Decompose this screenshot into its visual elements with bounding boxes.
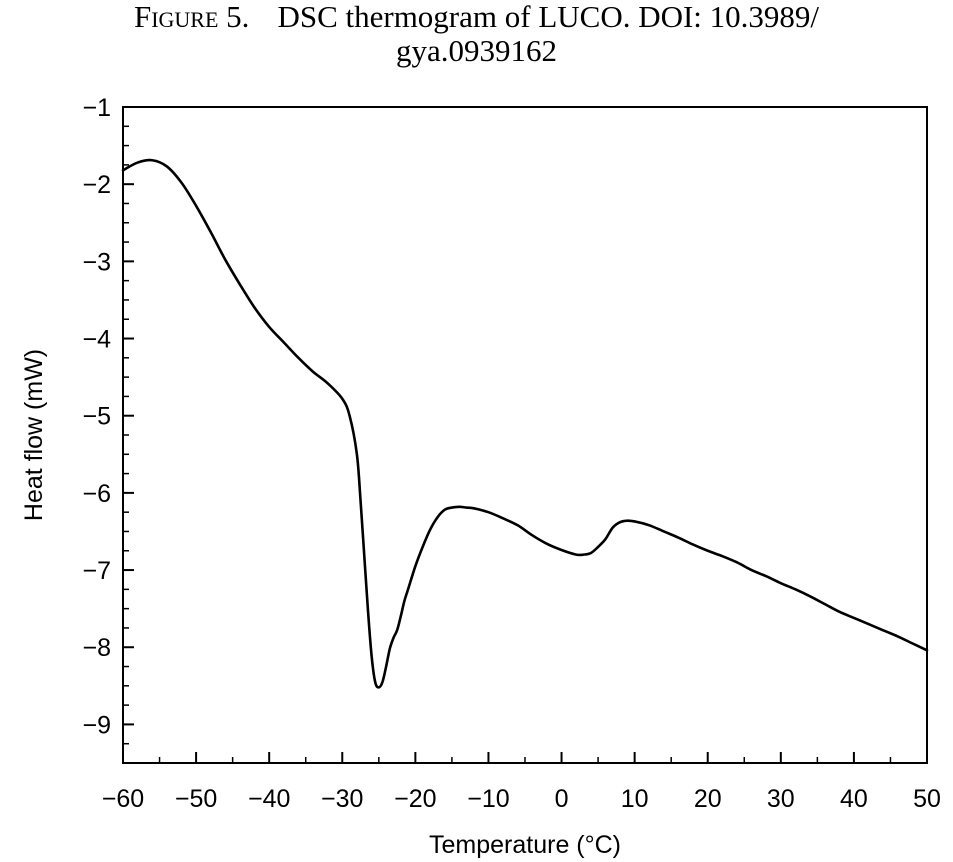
y-tick-label: −3	[82, 248, 111, 276]
y-major-ticks	[123, 106, 134, 726]
y-tick-label: −7	[82, 557, 111, 585]
y-tick-labels: −1 −2 −3 −4 −5 −6 −7 −8 −9	[82, 94, 111, 739]
plot-frame	[122, 106, 928, 764]
x-tick-label: −10	[467, 785, 509, 813]
caption-line-2: gya.0939162	[395, 33, 557, 68]
figure-caption: Figure 5. DSC thermogram of LUCO. DOI: 10…	[0, 0, 953, 68]
y-minor-ticks	[123, 125, 129, 764]
y-tick-label: −4	[82, 326, 111, 354]
caption-text: DSC thermogram of LUCO. DOI: 10.3989/	[277, 0, 820, 34]
y-axis-title: Heat flow (mW)	[20, 349, 48, 521]
heat-flow-curve	[121, 158, 929, 689]
x-tick-label: 10	[621, 785, 649, 813]
y-tick-label: −6	[82, 480, 111, 508]
x-tick-label: −20	[394, 785, 436, 813]
y-tick-label: −1	[82, 94, 111, 122]
x-tick-label: 50	[913, 785, 941, 813]
caption-line-1: Figure 5. DSC thermogram of LUCO. DOI: 10…	[0, 0, 953, 34]
x-axis-title: Temperature (°C)	[429, 831, 621, 859]
x-tick-label: 30	[767, 785, 795, 813]
y-tick-label: −9	[82, 711, 111, 739]
y-tick-label: −5	[82, 403, 111, 431]
y-tick-label: −2	[82, 171, 111, 199]
y-tick-label: −8	[82, 634, 111, 662]
figure-label: Figure 5.	[133, 0, 250, 34]
x-tick-labels: −60 −50 −40 −30 −20 −10 0 10 20 30 40 50	[102, 785, 941, 813]
x-tick-label: 0	[555, 785, 569, 813]
x-tick-label: 20	[694, 785, 722, 813]
x-tick-label: −60	[102, 785, 144, 813]
x-tick-label: −30	[321, 785, 363, 813]
x-tick-label: −50	[175, 785, 217, 813]
x-tick-label: 40	[840, 785, 868, 813]
x-tick-label: −40	[248, 785, 290, 813]
